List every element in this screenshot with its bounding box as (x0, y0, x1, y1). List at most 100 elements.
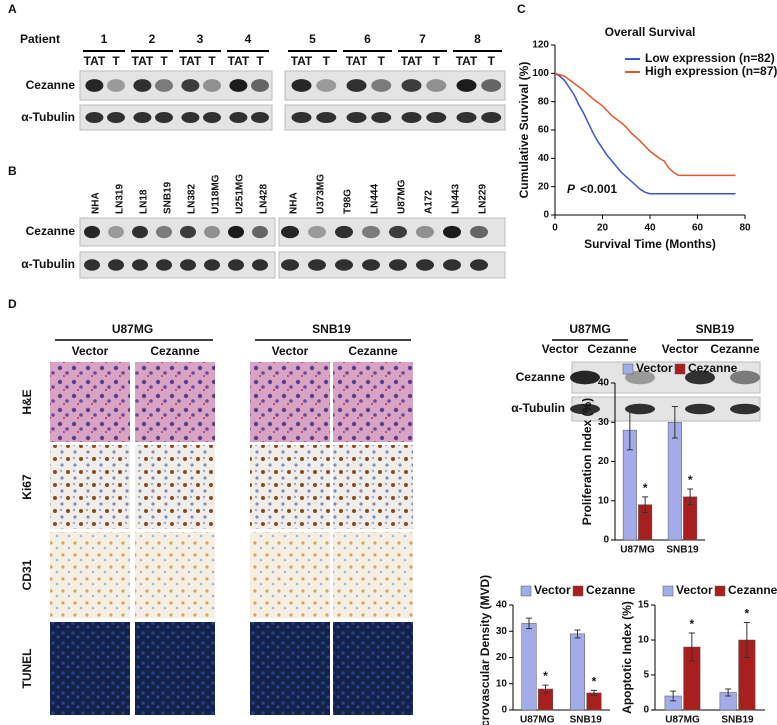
band (133, 79, 152, 92)
x-tick-label: U87MG (520, 715, 555, 725)
y-tick-label: 0 (603, 535, 609, 546)
band (203, 112, 221, 123)
band (204, 259, 220, 271)
band (156, 259, 172, 271)
significance-mark: * (643, 481, 648, 495)
x-axis-label: Survival Time (Months) (584, 237, 716, 251)
ihc-image (250, 622, 330, 715)
y-tick-label: 40 (496, 600, 508, 611)
legend-swatch (520, 585, 532, 597)
band (156, 225, 172, 239)
ihc-image (50, 445, 130, 529)
lane-label: TAT (228, 54, 250, 68)
legend-swatch (622, 363, 634, 375)
legend-swatch (674, 363, 686, 375)
y-tick-label: 10 (496, 678, 508, 689)
group-label: U87MG (569, 322, 610, 336)
condition-label: Cezanne (150, 344, 200, 358)
significance-mark: * (592, 674, 597, 688)
error-bar (725, 688, 732, 697)
y-axis-label: Apoptotic Index (%) (620, 601, 634, 714)
x-tick-label: SNB19 (570, 715, 603, 725)
stain-label: CD31 (20, 559, 34, 590)
y-tick-label: 100 (532, 68, 549, 79)
band (308, 225, 326, 239)
band (730, 370, 760, 385)
band (203, 79, 221, 92)
band (389, 225, 407, 239)
lane-label: TAT (291, 54, 313, 68)
band (107, 79, 125, 92)
patient-number: 2 (149, 32, 156, 46)
y-axis-label: Microvascular Density (MVD) (478, 575, 492, 725)
significance-mark: * (690, 617, 695, 631)
y-axis-label: Cumulative Survival (%) (517, 62, 531, 199)
y-tick-label: 30 (496, 626, 508, 637)
y-tick-label: 10 (598, 495, 610, 506)
error-bar (526, 617, 533, 630)
band (470, 225, 488, 239)
x-tick-label: U87MG (620, 545, 655, 556)
survival-curve (554, 72, 736, 195)
legend-label: Vector (534, 583, 571, 597)
ihc-image (135, 362, 215, 442)
y-tick-label: 20 (598, 456, 610, 467)
lane-label: LN444 (370, 184, 381, 214)
ihc-image (135, 622, 215, 715)
blot-background (571, 396, 761, 422)
lane-label: LN229 (478, 184, 489, 214)
band (85, 112, 104, 123)
lane-label: TAT (132, 54, 154, 68)
ihc-image (333, 445, 413, 529)
error-bar (670, 690, 677, 702)
lane-label: TAT (401, 54, 423, 68)
bar (667, 422, 682, 541)
y-tick-label: 0 (643, 705, 649, 716)
y-axis-label: Proliferation Index (%) (580, 398, 594, 525)
stain-label: H&E (20, 389, 34, 414)
lane-label: Vector (542, 342, 579, 356)
band (346, 112, 367, 123)
band (155, 79, 173, 92)
significance-mark: * (543, 669, 548, 683)
band (416, 225, 434, 239)
lane-label: SNB19 (163, 181, 174, 214)
lane-label: T (112, 54, 120, 68)
lane-label: TAT (456, 54, 478, 68)
y-tick-label: 0 (501, 705, 507, 716)
x-tick-label: U87MG (665, 715, 700, 725)
ihc-image (333, 622, 413, 715)
legend-label: Vector (676, 583, 713, 597)
lane-label: T (323, 54, 331, 68)
error-bar (687, 488, 694, 506)
p-value: <0.001 (580, 182, 617, 196)
band (625, 403, 655, 415)
lane-label: TAT (180, 54, 202, 68)
band (730, 403, 760, 415)
band (204, 225, 220, 239)
band (401, 112, 422, 123)
patient-number: 4 (245, 32, 252, 46)
lane-label: LN18 (139, 189, 150, 214)
condition-label: Cezanne (348, 344, 398, 358)
legend-swatch (714, 585, 726, 597)
patient-number: 5 (309, 32, 316, 46)
y-tick-label: 15 (638, 600, 650, 611)
y-tick-label: 30 (598, 417, 610, 428)
ihc-image (250, 445, 330, 529)
error-bar (590, 689, 597, 697)
error-bar (688, 632, 695, 662)
band (416, 259, 434, 271)
group-label: U87MG (112, 322, 153, 336)
error-bar (671, 406, 678, 439)
row-label: Cezanne (26, 78, 76, 92)
y-tick-label: 40 (538, 153, 550, 164)
band (362, 259, 380, 271)
band (132, 225, 148, 239)
lane-label: U251MG (235, 174, 246, 214)
error-bar (743, 622, 750, 658)
legend-label: Cezanne (688, 361, 738, 375)
patient-number: 6 (364, 32, 371, 46)
